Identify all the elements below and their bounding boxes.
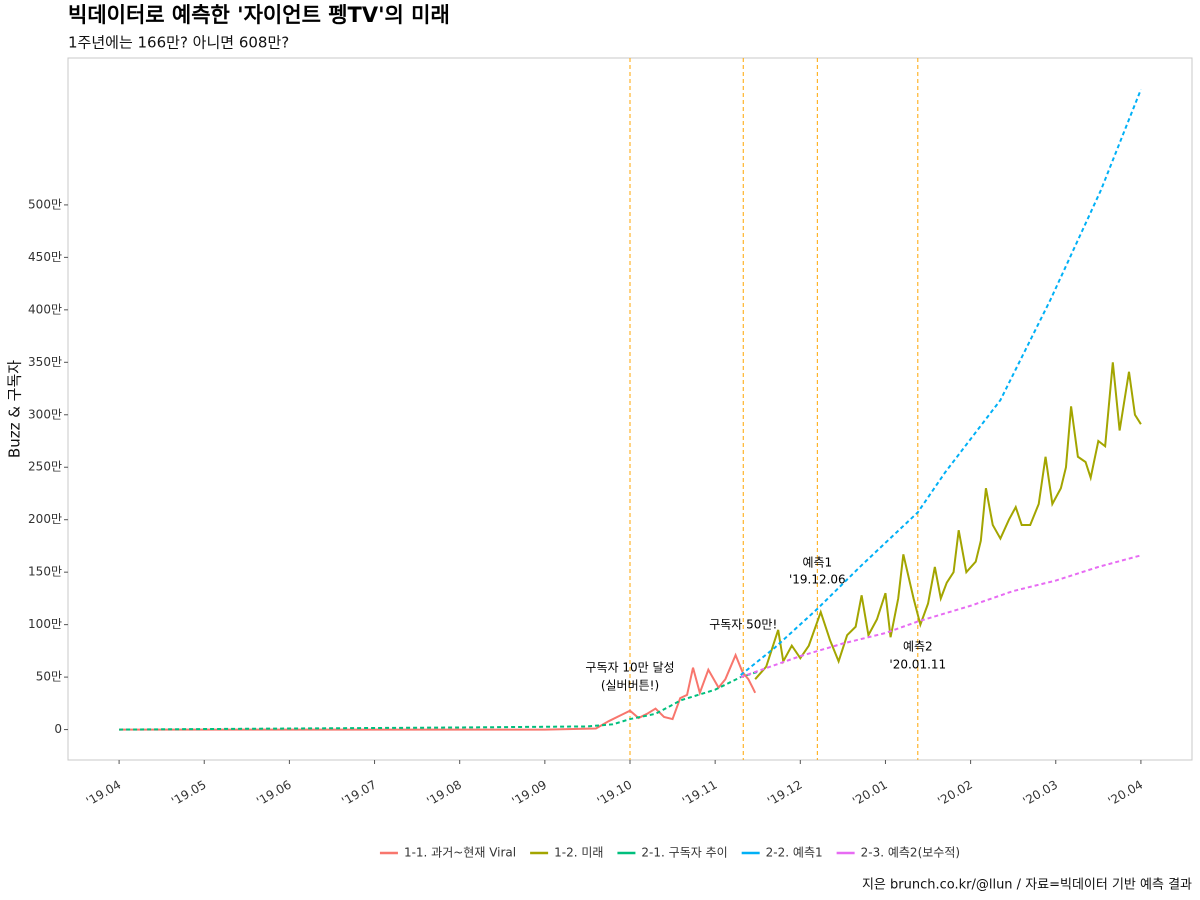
series-line xyxy=(119,670,759,731)
series-line xyxy=(119,652,757,731)
caption: 지은 brunch.co.kr/@llun / 자료=빅데이터 기반 예측 결과 xyxy=(862,878,1192,893)
y-tick-label: 350만 xyxy=(28,355,62,369)
x-tick-label: '19.10 xyxy=(595,778,635,809)
x-tick-label: '19.12 xyxy=(765,778,805,809)
y-tick-label: 300만 xyxy=(28,407,62,421)
y-tick-label: 200만 xyxy=(28,512,62,526)
y-axis-label: Buzz & 구독자 xyxy=(6,360,24,458)
x-tick-label: '19.06 xyxy=(254,778,294,809)
x-tick-label: '19.11 xyxy=(680,778,720,809)
series-line xyxy=(740,554,1142,679)
series-line xyxy=(754,362,1142,680)
x-tick-label: '19.08 xyxy=(424,778,464,809)
x-tick-label: '19.09 xyxy=(510,778,550,809)
annotation: 구독자 10만 달성 xyxy=(585,661,674,675)
y-tick-label: 100만 xyxy=(28,617,62,631)
x-tick-label: '19.07 xyxy=(339,778,379,809)
annotation: 구독자 50만! xyxy=(709,618,777,632)
chart-subtitle: 1주년에는 166만? 아니면 608만? xyxy=(68,34,289,52)
series-line xyxy=(740,89,1142,676)
annotation: '20.01.11 xyxy=(889,658,946,672)
legend-label: 2-3. 예측2(보수적) xyxy=(861,846,960,860)
annotation: (실버버튼!) xyxy=(601,679,659,693)
x-tick-label: '19.05 xyxy=(169,778,209,809)
legend-label: 2-1. 구독자 추이 xyxy=(641,846,727,860)
annotation: '19.12.06 xyxy=(789,573,846,587)
x-tick-label: '20.03 xyxy=(1020,778,1060,809)
x-tick-label: '20.04 xyxy=(1106,778,1146,809)
legend-label: 1-1. 과거~현재 Viral xyxy=(404,846,516,860)
x-tick-label: '19.04 xyxy=(84,778,124,809)
y-tick-label: 400만 xyxy=(28,302,62,316)
y-tick-label: 50만 xyxy=(36,670,62,684)
x-tick-label: '20.02 xyxy=(935,778,975,809)
annotation: 예측1 xyxy=(802,556,832,570)
y-tick-label: 500만 xyxy=(28,197,62,211)
y-tick-label: 150만 xyxy=(28,565,62,579)
x-tick-label: '20.01 xyxy=(850,778,890,809)
annotation: 예측2 xyxy=(903,640,933,654)
legend-label: 1-2. 미래 xyxy=(554,846,603,860)
y-tick-label: 450만 xyxy=(28,250,62,264)
chart-title: 빅데이터로 예측한 '자이언트 펭TV'의 미래 xyxy=(68,3,450,27)
y-tick-label: 250만 xyxy=(28,460,62,474)
legend-label: 2-2. 예측1 xyxy=(766,846,823,860)
y-tick-label: 0 xyxy=(54,722,62,736)
